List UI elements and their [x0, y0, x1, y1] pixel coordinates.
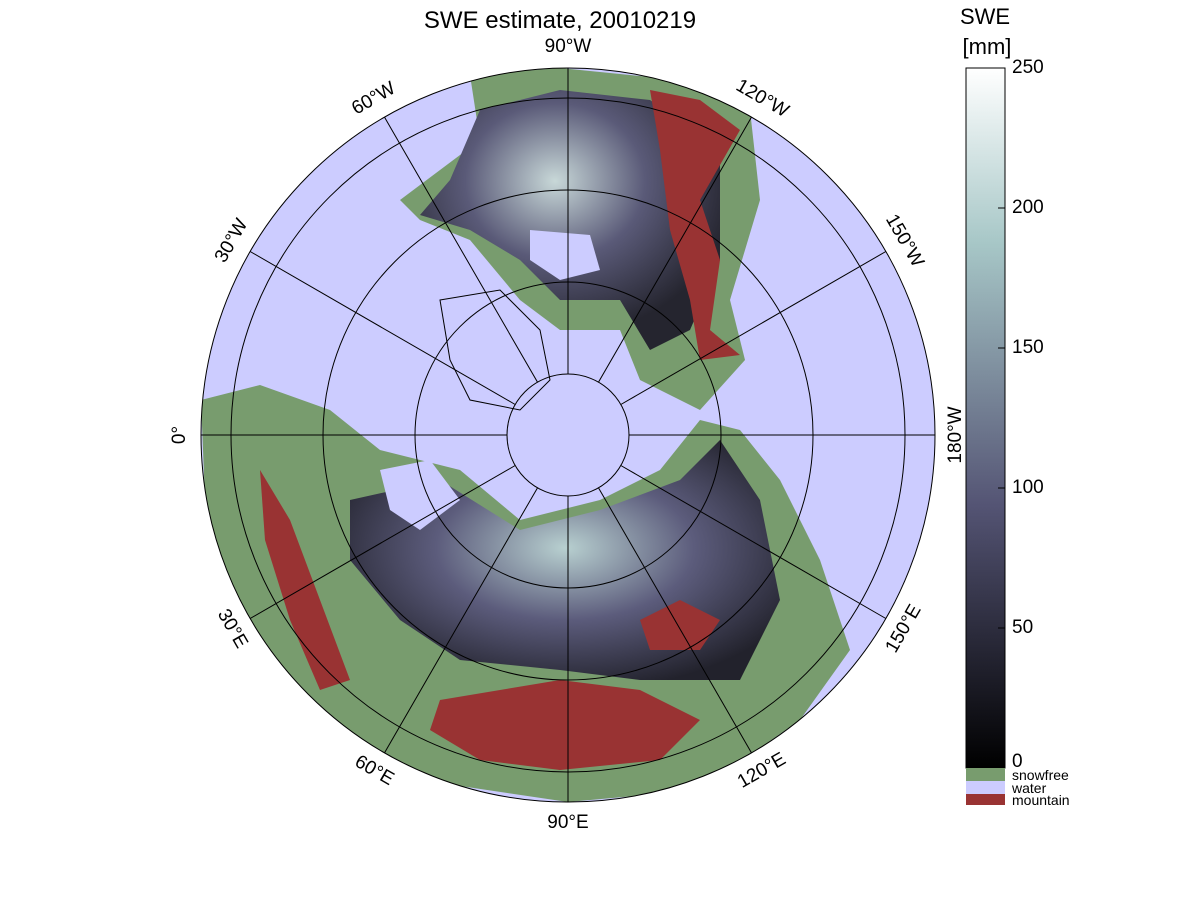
- colorbar-ticks: 0 50 100 150 200 250: [998, 57, 1044, 772]
- map-border: [200, 67, 936, 803]
- meridian: [598, 116, 752, 383]
- colorbar-scale: [965, 67, 1006, 769]
- longitude-label: 90°W: [545, 36, 592, 57]
- colorbar-tick-label: 100: [1012, 477, 1044, 498]
- colorbar-tick-label: 0: [1012, 751, 1023, 772]
- map-title: SWE estimate, 20010219: [424, 7, 696, 34]
- greenland: [439, 289, 551, 411]
- legend-label: water: [1011, 780, 1047, 796]
- colorbar-tick-label: 50: [1012, 617, 1033, 638]
- legend-swatch: [966, 768, 1005, 781]
- land-mountain: [430, 680, 700, 770]
- colorbar-tick-label: 200: [1012, 197, 1044, 218]
- meridian: [598, 487, 752, 754]
- longitude-label: 60°E: [351, 751, 397, 790]
- meridian: [249, 465, 516, 619]
- meridian: [249, 251, 516, 405]
- longitude-label: 30°E: [213, 606, 252, 652]
- colorbar-title: SWE: [960, 4, 1010, 29]
- land-mountain: [260, 470, 350, 690]
- colorbar-title: [mm]: [963, 34, 1012, 59]
- legend-label: mountain: [1012, 792, 1070, 808]
- longitude-label: 90°E: [547, 812, 588, 833]
- legend-swatch: [966, 781, 1005, 794]
- meridian: [620, 251, 887, 405]
- hudson-bay: [530, 230, 600, 280]
- meridian: [384, 116, 538, 383]
- land-snow: [420, 90, 720, 350]
- legend-label: snowfree: [1012, 767, 1069, 783]
- map-disk: [201, 68, 935, 802]
- meridian: [384, 487, 538, 754]
- colorbar-tick-label: 150: [1012, 337, 1044, 358]
- meridian: [620, 465, 887, 619]
- graticule: [201, 68, 935, 802]
- longitude-label: 180°W: [945, 406, 966, 463]
- colorbar-tick-label: 250: [1012, 57, 1044, 78]
- land-mountain: [640, 600, 720, 650]
- sea: [380, 460, 460, 530]
- longitude-label: 0°: [169, 426, 190, 444]
- legend-swatch: [966, 794, 1005, 805]
